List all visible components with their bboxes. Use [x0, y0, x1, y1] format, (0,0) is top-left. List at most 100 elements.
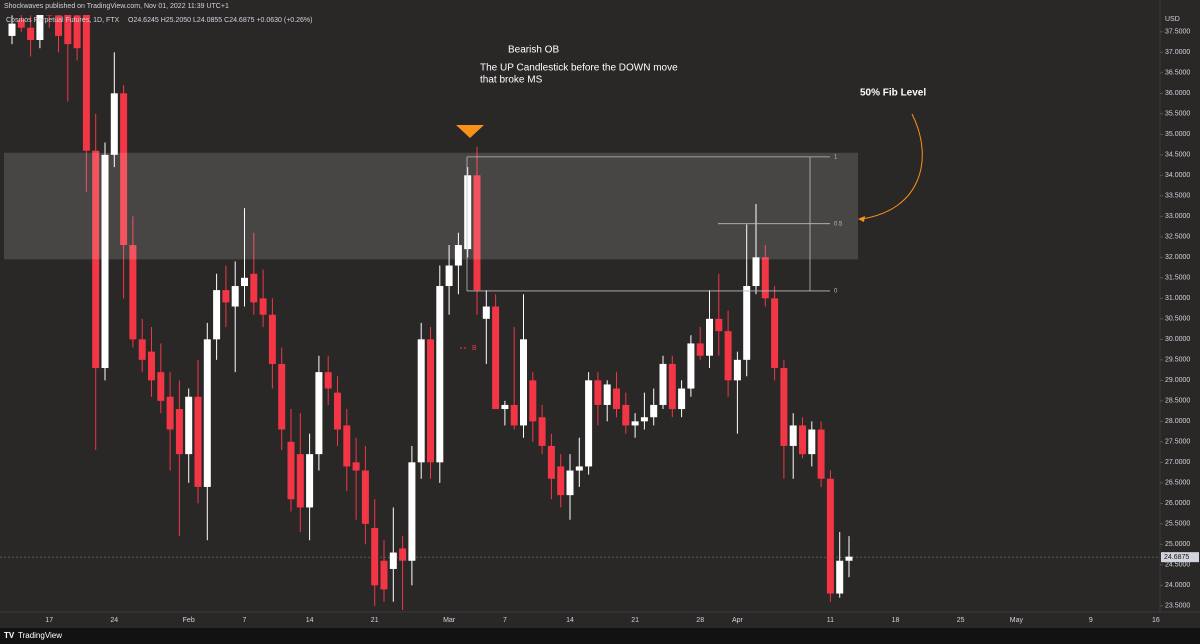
y-tick-label: 31.0000	[1165, 295, 1190, 302]
candle-body	[222, 290, 230, 303]
candle-body	[389, 552, 397, 569]
x-tick-label: 18	[892, 617, 900, 624]
x-tick-label: May	[1010, 617, 1024, 624]
candle-body	[520, 339, 527, 426]
currency: USD	[1165, 16, 1180, 23]
fib-label: 1	[834, 154, 838, 160]
y-tick-label: 29.5000	[1165, 357, 1190, 364]
candle-body	[603, 384, 611, 405]
candle-body	[631, 421, 639, 426]
candle-body	[138, 339, 146, 360]
candle-body	[482, 306, 490, 319]
x-tick-label: 28	[696, 617, 704, 624]
y-tick-label: 30.0000	[1165, 336, 1190, 343]
candle-body	[473, 175, 481, 291]
candle-body	[622, 404, 630, 426]
candle-body	[510, 404, 518, 426]
y-tick-label: 27.0000	[1165, 459, 1190, 466]
candle-body	[231, 286, 239, 307]
x-tick-label: 11	[827, 617, 834, 624]
plot-area	[0, 15, 1160, 610]
candle-body	[445, 265, 453, 287]
footer-bar	[0, 628, 1200, 644]
candle-body	[668, 363, 676, 410]
candle-body	[157, 372, 165, 401]
candle-body	[259, 298, 267, 315]
candle-body	[148, 351, 155, 381]
candle-body	[687, 343, 695, 389]
candle-body	[529, 380, 537, 422]
candle-body	[640, 417, 648, 422]
candle-body	[733, 359, 741, 381]
x-tick-label: 21	[371, 617, 379, 624]
candle-body	[780, 368, 788, 446]
candle-body	[715, 318, 723, 332]
candle-body	[55, 15, 62, 36]
annotation: 50% Fib Level	[860, 88, 926, 99]
y-tick-label: 34.5000	[1165, 152, 1190, 159]
candle-body	[724, 331, 732, 381]
candle-body	[380, 560, 388, 590]
candle-body	[315, 372, 323, 455]
candle-body	[650, 404, 658, 418]
candle-body	[120, 93, 128, 246]
annotation: that broke MS	[480, 75, 543, 86]
candle-body	[408, 462, 416, 561]
candle-body	[417, 339, 425, 463]
candle-body	[464, 175, 472, 250]
y-tick-label: 24.0000	[1165, 582, 1190, 589]
x-tick-label: Apr	[732, 617, 744, 624]
y-tick-label: 35.5000	[1165, 111, 1190, 118]
candle-body	[826, 478, 834, 594]
x-tick-label: Mar	[443, 617, 456, 624]
candle-body	[706, 318, 713, 356]
y-tick-label: 25.5000	[1165, 521, 1190, 528]
y-tick-label: 33.0000	[1165, 213, 1190, 220]
candle-body	[129, 245, 137, 340]
candle-body	[547, 445, 555, 479]
annotation: The UP Candlestick before the DOWN move	[480, 63, 678, 74]
candle-body	[361, 470, 369, 524]
candle-body	[678, 388, 686, 410]
curved-arrow	[861, 113, 923, 220]
y-tick-label: 24.5000	[1165, 562, 1190, 569]
candle-body	[287, 441, 295, 500]
candle-body	[166, 396, 174, 430]
annotation: B	[472, 345, 477, 352]
candle-body	[427, 339, 434, 463]
candle-body	[185, 396, 193, 455]
candle-body	[250, 273, 258, 303]
x-tick-label: 9	[1089, 617, 1093, 624]
y-tick-label: 37.5000	[1165, 29, 1190, 36]
candle-body	[501, 404, 509, 410]
candle-body	[771, 298, 779, 369]
candle-body	[306, 454, 314, 508]
footer-logo: TV	[4, 631, 15, 640]
candle-body	[761, 257, 769, 299]
candle-body	[73, 15, 81, 49]
candle-body	[45, 15, 53, 16]
candle-body	[8, 23, 16, 36]
y-tick-label: 36.0000	[1165, 90, 1190, 97]
y-tick-label: 27.5000	[1165, 439, 1190, 446]
y-tick-label: 26.5000	[1165, 480, 1190, 487]
candle-body	[585, 380, 593, 467]
y-tick-label: 32.0000	[1165, 254, 1190, 261]
candle-body	[696, 343, 704, 356]
symbol: Cosmos Perpetual Futures, 1D, FTX	[6, 17, 120, 24]
x-tick-label: 14	[306, 617, 314, 624]
candle-body	[343, 425, 351, 467]
y-tick-label: 25.0000	[1165, 541, 1190, 548]
annotation: Bearish OB	[508, 45, 559, 56]
candle-body	[17, 19, 25, 28]
y-tick-label: 23.5000	[1165, 603, 1190, 610]
overlay: 10.50	[4, 152, 858, 295]
candle-body	[203, 339, 211, 487]
x-tick-label: 21	[631, 617, 639, 624]
candle-body	[110, 93, 118, 155]
candle-body	[799, 425, 806, 455]
candle-body	[194, 396, 202, 487]
candle-body	[399, 548, 407, 561]
